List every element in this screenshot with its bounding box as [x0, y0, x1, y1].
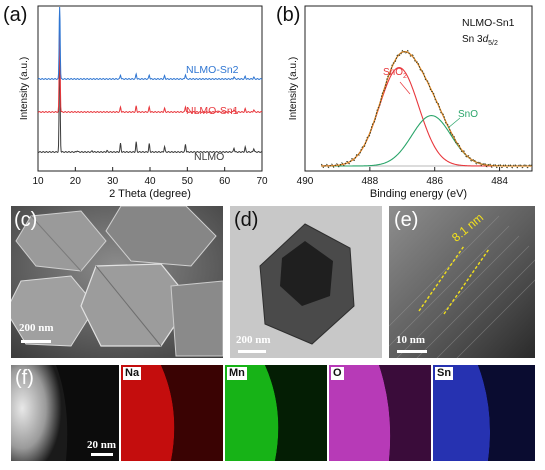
raw-data-line: [320, 49, 533, 169]
tem-image: (d) 200 nm: [230, 206, 382, 358]
haadf-particle: [11, 365, 119, 461]
scale-label: 200 nm: [236, 334, 271, 346]
envelope-line: [321, 50, 532, 167]
element-label-mn: Mn: [227, 367, 247, 380]
element-label-sn: Sn: [435, 367, 454, 380]
panel-label-a: (a): [3, 4, 28, 26]
sno-pointer: [447, 117, 461, 129]
x-tick-label: 20: [70, 176, 82, 187]
scale-bar: [397, 350, 427, 353]
scale-bar: [21, 340, 51, 343]
scale-label: 200 nm: [19, 322, 54, 334]
scale-bar: [238, 350, 266, 353]
hrtem-lattice: [389, 206, 535, 358]
sno2-pointer: [399, 81, 411, 95]
x-tick-label: 60: [219, 176, 231, 187]
o-map-fill: [329, 365, 431, 461]
panel-label-b: (b): [276, 4, 301, 26]
x-tick-label: 30: [107, 176, 119, 187]
scale-bar: [91, 453, 113, 456]
series-label: NLMO-Sn2: [186, 64, 239, 76]
x-tick-label: 484: [491, 176, 508, 187]
scale-label: 10 nm: [396, 334, 426, 346]
sno-label: SnO: [458, 109, 478, 120]
chart-subtitle: Sn 3d5/2: [462, 34, 498, 47]
series-label: NLMO-Sn1: [186, 105, 239, 117]
x-tick-label: 488: [362, 176, 379, 187]
tem-hexagon: [230, 206, 382, 358]
element-label-o: O: [331, 367, 344, 380]
scale-label: 20 nm: [87, 439, 117, 451]
element-label-na: Na: [123, 367, 142, 380]
series-label: NLMO: [194, 151, 224, 163]
eds-map-mn: Mn: [225, 365, 327, 461]
chart-title: NLMO-Sn1: [462, 17, 515, 29]
eds-haadf-image: (f) 20 nm: [11, 365, 119, 461]
x-axis-label: Binding energy (eV): [370, 188, 467, 200]
eds-map-o: O: [329, 365, 431, 461]
x-tick-label: 70: [256, 176, 268, 187]
xrd-line-0: [37, 43, 263, 153]
mn-map-fill: [225, 365, 327, 461]
panel-label-f: (f): [15, 367, 34, 389]
sno2-label: SnO2: [383, 67, 407, 80]
eds-map-sn: Sn: [433, 365, 535, 461]
panel-label-e: (e): [394, 209, 419, 231]
panel-label-c: (c): [14, 209, 38, 231]
sno-fit-line: [321, 115, 532, 167]
hrtem-image: (e) 8.1 nm 10 nm: [389, 206, 535, 358]
y-axis-label: Intensity (a.u.): [19, 57, 30, 120]
sem-crystals: [11, 206, 223, 358]
plot-frame: [304, 5, 533, 172]
x-tick-label: 490: [297, 176, 314, 187]
na-map-fill: [121, 365, 223, 461]
sn-map-fill: [433, 365, 535, 461]
panel-label-d: (d): [234, 209, 259, 231]
eds-map-na: Na: [121, 365, 223, 461]
x-tick-label: 50: [182, 176, 194, 187]
x-tick-label: 10: [32, 176, 44, 187]
y-axis-label: Intensity (a.u.): [288, 57, 299, 120]
x-tick-label: 486: [426, 176, 443, 187]
x-axis-label: 2 Theta (degree): [109, 188, 191, 200]
xrd-line-2: [37, 6, 263, 80]
sem-image: (c) 200 nm: [11, 206, 223, 358]
xrd-line-1: [37, 22, 263, 113]
x-tick-label: 40: [144, 176, 156, 187]
